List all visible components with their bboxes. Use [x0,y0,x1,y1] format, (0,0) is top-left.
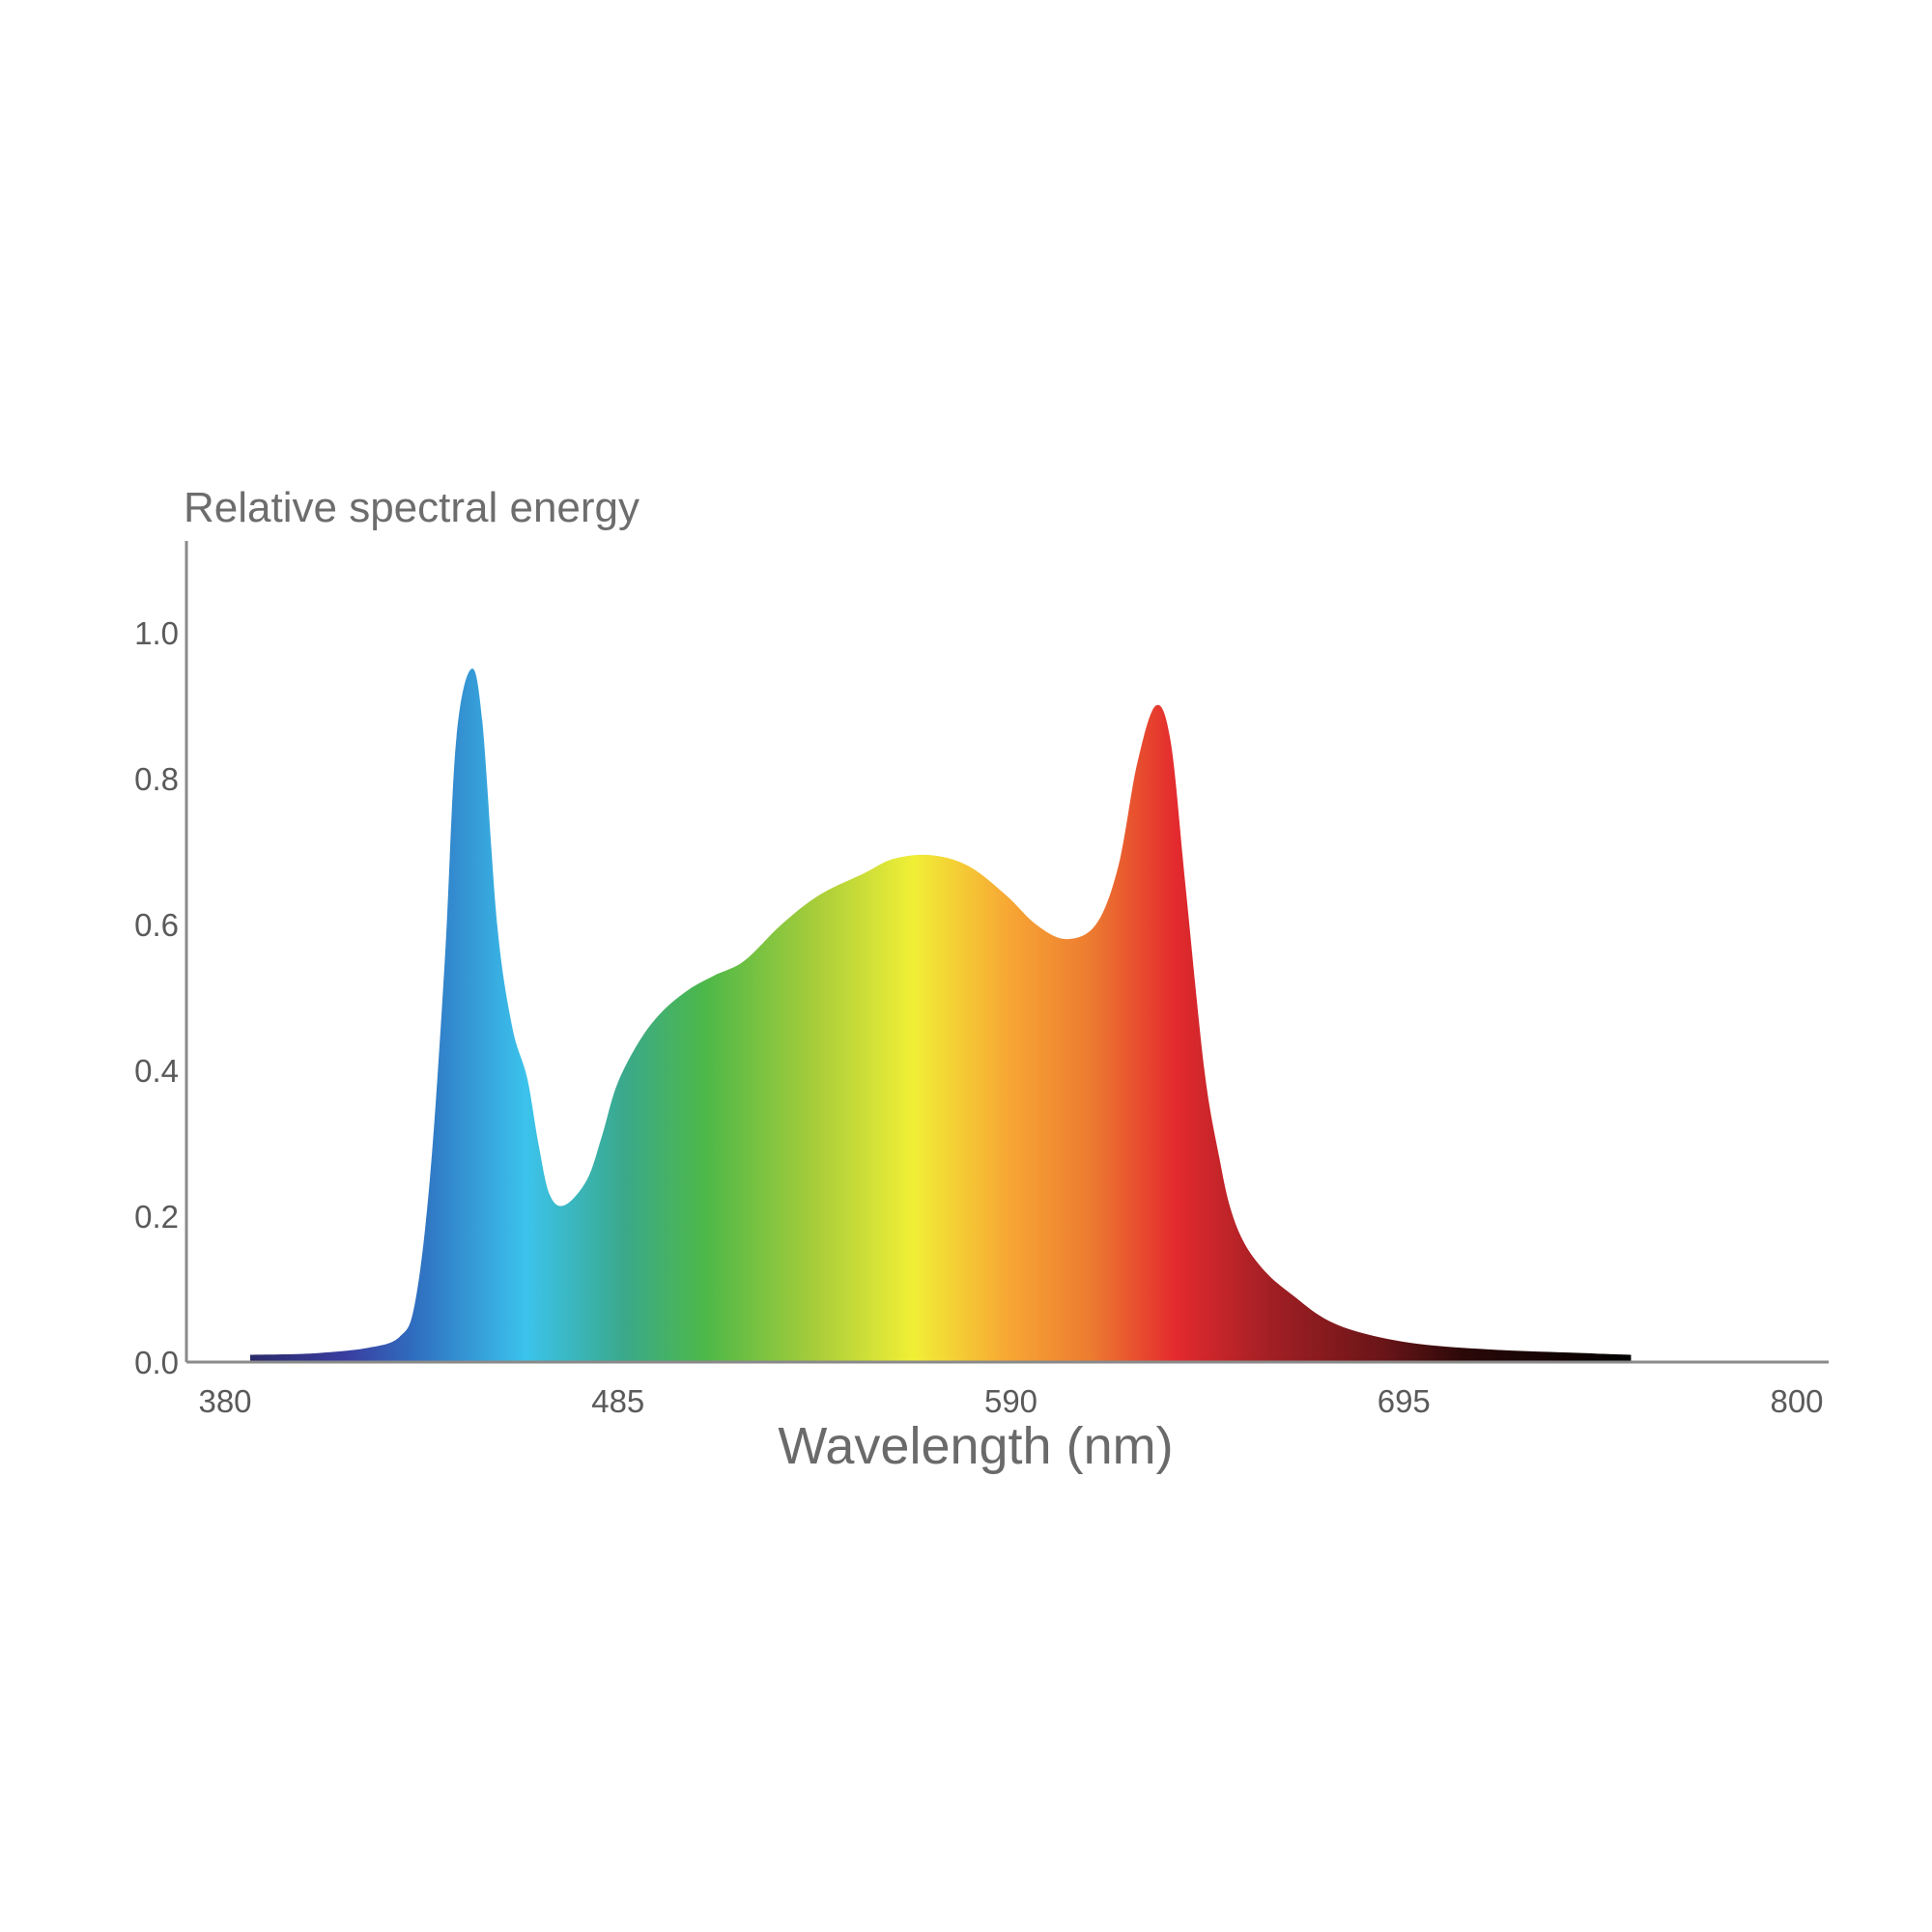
y-tick-label: 0.0 [134,1345,179,1380]
y-tick-label: 0.2 [134,1199,179,1235]
x-tick-labels: 380 485 590 695 800 [198,1383,1823,1419]
x-tick-label: 590 [984,1383,1037,1419]
y-tick-label: 1.0 [134,615,179,651]
y-tick-label: 0.4 [134,1053,179,1089]
x-tick-label: 800 [1770,1383,1823,1419]
spectrum-area [249,668,1632,1362]
y-tick-labels: 0.0 0.2 0.4 0.6 0.8 1.0 [134,615,179,1380]
x-tick-label: 485 [591,1383,644,1419]
x-axis-label: Wavelength (nm) [778,1417,1173,1475]
x-tick-label: 380 [198,1383,251,1419]
y-tick-label: 0.8 [134,761,179,797]
x-tick-label: 695 [1378,1383,1431,1419]
y-tick-label: 0.6 [134,907,179,943]
y-axis-label: Relative spectral energy [184,484,639,531]
